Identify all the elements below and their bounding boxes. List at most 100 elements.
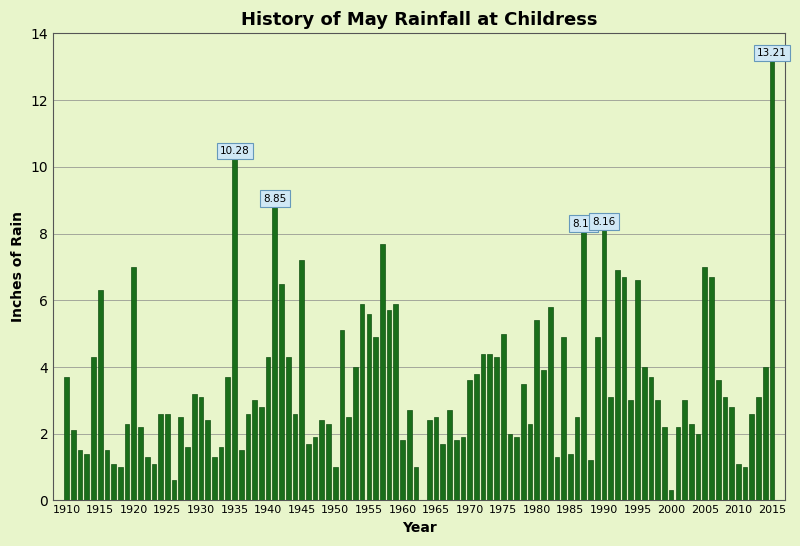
Bar xyxy=(118,467,122,501)
Bar xyxy=(407,411,411,501)
Bar xyxy=(232,158,237,501)
Bar xyxy=(326,424,331,501)
Bar xyxy=(763,367,767,501)
Bar xyxy=(501,334,506,501)
Bar xyxy=(642,367,646,501)
Bar xyxy=(380,244,385,501)
Bar xyxy=(84,454,89,501)
Bar xyxy=(353,367,358,501)
Bar xyxy=(266,357,270,501)
Bar xyxy=(218,447,223,501)
Bar xyxy=(447,411,452,501)
Bar xyxy=(306,444,310,501)
Bar xyxy=(655,400,660,501)
Bar xyxy=(172,480,177,501)
Bar xyxy=(574,417,579,501)
Bar xyxy=(595,337,599,501)
Bar xyxy=(534,321,539,501)
Text: 10.28: 10.28 xyxy=(220,146,250,156)
Bar xyxy=(71,430,76,501)
Bar xyxy=(374,337,378,501)
Bar xyxy=(541,370,546,501)
Bar xyxy=(111,464,116,501)
Bar xyxy=(440,444,445,501)
Bar xyxy=(299,260,304,501)
Bar xyxy=(629,400,633,501)
Bar xyxy=(346,417,351,501)
Bar xyxy=(716,381,721,501)
Bar xyxy=(400,441,405,501)
Bar xyxy=(246,414,250,501)
Bar xyxy=(226,377,230,501)
Bar xyxy=(98,290,102,501)
Bar xyxy=(689,424,694,501)
Bar xyxy=(340,330,344,501)
Bar xyxy=(675,427,680,501)
Bar xyxy=(91,357,96,501)
Y-axis label: Inches of Rain: Inches of Rain xyxy=(11,211,25,323)
Bar xyxy=(736,464,741,501)
Bar xyxy=(178,417,183,501)
Bar xyxy=(279,283,284,501)
Bar xyxy=(602,228,606,501)
Bar xyxy=(434,417,438,501)
Bar xyxy=(568,454,573,501)
Bar xyxy=(582,230,586,501)
Bar xyxy=(319,420,324,501)
Bar xyxy=(158,414,163,501)
Bar xyxy=(682,400,687,501)
Bar xyxy=(198,397,203,501)
Bar xyxy=(145,457,150,501)
Bar xyxy=(185,447,190,501)
Bar xyxy=(702,267,707,501)
Bar xyxy=(165,414,170,501)
Bar xyxy=(481,354,486,501)
Bar xyxy=(709,277,714,501)
Bar xyxy=(662,427,666,501)
Bar xyxy=(548,307,553,501)
Bar xyxy=(696,434,700,501)
Bar xyxy=(206,420,210,501)
Bar xyxy=(487,354,492,501)
Bar xyxy=(622,277,626,501)
Text: 8.16: 8.16 xyxy=(592,217,615,227)
Bar xyxy=(293,414,298,501)
Bar xyxy=(454,441,458,501)
Bar xyxy=(588,460,593,501)
Bar xyxy=(615,270,620,501)
Bar xyxy=(494,357,499,501)
Bar xyxy=(521,384,526,501)
Text: 13.21: 13.21 xyxy=(757,48,787,58)
Bar xyxy=(333,467,338,501)
Bar xyxy=(212,457,217,501)
Bar xyxy=(608,397,613,501)
Bar xyxy=(273,205,277,501)
Bar xyxy=(722,397,727,501)
Bar xyxy=(770,60,774,501)
Title: History of May Rainfall at Childress: History of May Rainfall at Childress xyxy=(241,11,598,29)
Bar xyxy=(78,450,82,501)
Bar xyxy=(64,377,69,501)
Bar xyxy=(635,280,640,501)
Text: 8.10: 8.10 xyxy=(572,218,595,229)
Bar xyxy=(474,373,478,501)
Bar xyxy=(105,450,110,501)
Bar xyxy=(414,467,418,501)
Bar xyxy=(366,313,371,501)
Text: 8.85: 8.85 xyxy=(263,194,286,204)
Bar xyxy=(131,267,136,501)
Bar xyxy=(467,381,472,501)
Bar xyxy=(514,437,519,501)
Bar xyxy=(125,424,130,501)
Bar xyxy=(239,450,243,501)
Bar xyxy=(507,434,512,501)
Bar xyxy=(259,407,264,501)
Bar xyxy=(756,397,761,501)
Bar xyxy=(554,457,559,501)
Bar xyxy=(394,304,398,501)
Bar xyxy=(192,394,197,501)
Bar xyxy=(386,310,391,501)
Bar xyxy=(360,304,365,501)
Bar xyxy=(151,464,156,501)
X-axis label: Year: Year xyxy=(402,521,437,535)
